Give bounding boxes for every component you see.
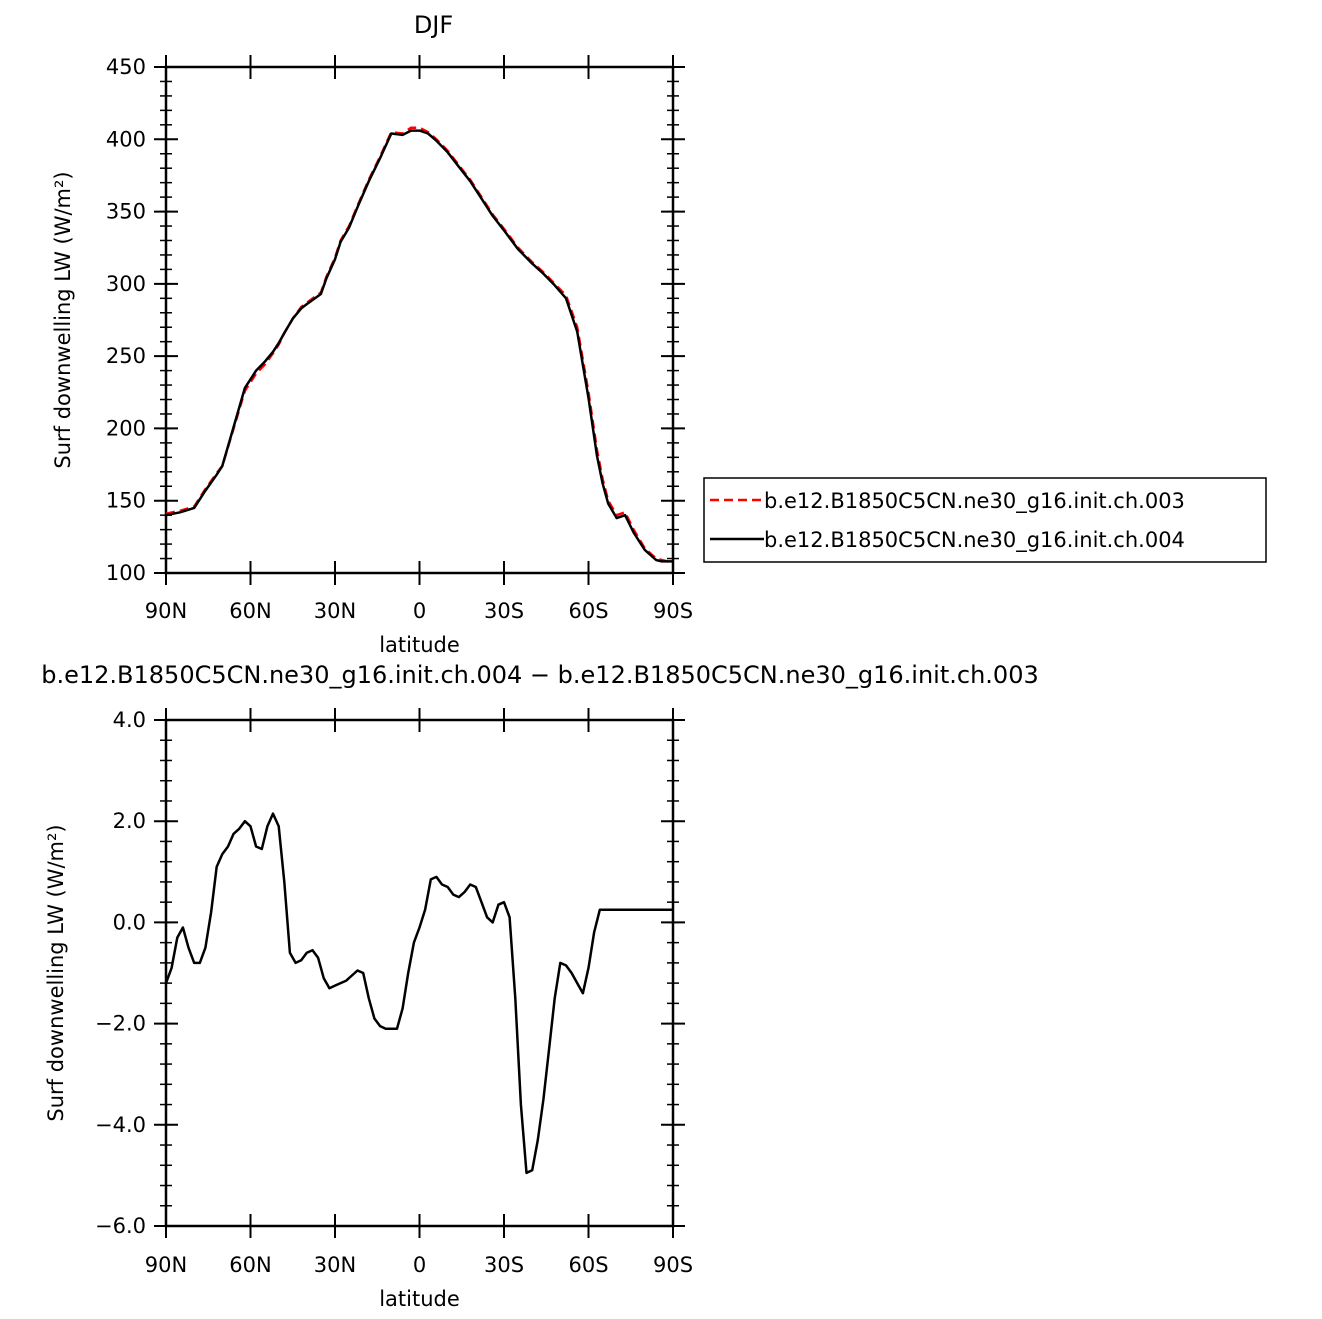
y-tick-label: 250 — [106, 344, 146, 368]
x-tick-label: 60N — [229, 1253, 271, 1277]
x-tick-label: 60S — [568, 1253, 608, 1277]
x-tick-label: 30S — [484, 599, 524, 623]
y-tick-label: 4.0 — [113, 708, 146, 732]
legend-box — [703, 477, 1267, 563]
y-tick-label: 0.0 — [113, 910, 146, 934]
x-tick-label: 60S — [568, 599, 608, 623]
x-tick-label: 90S — [653, 1253, 693, 1277]
x-tick-label: 30S — [484, 1253, 524, 1277]
y-tick-label: 450 — [106, 55, 146, 79]
top-chart: DJF 100 150 200 250 300 350 400 450 90N 60N 30N 0 30S… — [51, 11, 1267, 657]
y-tick-label: −2.0 — [95, 1012, 146, 1036]
y-tick-label: 350 — [106, 200, 146, 224]
series-line-1 — [164, 812, 673, 1175]
x-tick-label: 90S — [653, 599, 693, 623]
y-axis-label: Surf downwelling LW (W/m²) — [44, 824, 68, 1121]
legend-label-2: b.e12.B1850C5CN.ne30_g16.init.ch.004 — [764, 528, 1185, 553]
bottom-chart: b.e12.B1850C5CN.ne30_g16.init.ch.004 − b… — [41, 661, 1038, 1311]
y-tick-label: 400 — [106, 127, 146, 151]
y-axis-label: Surf downwelling LW (W/m²) — [51, 171, 75, 468]
plot-frame — [164, 65, 675, 575]
series-line-2 — [165, 129, 673, 563]
x-tick-label: 90N — [145, 599, 187, 623]
legend-label-1: b.e12.B1850C5CN.ne30_g16.init.ch.003 — [764, 489, 1185, 514]
x-tick-label: 30N — [314, 599, 356, 623]
x-tick-label: 90N — [145, 1253, 187, 1277]
y-tick-label: 100 — [106, 561, 146, 585]
y-tick-label: −6.0 — [95, 1214, 146, 1238]
chart-title: DJF — [414, 11, 453, 39]
x-tick-label: 30N — [314, 1253, 356, 1277]
x-tick-label: 0 — [413, 599, 426, 623]
y-tick-label: 2.0 — [113, 809, 146, 833]
y-tick-label: 300 — [106, 272, 146, 296]
chart-title: b.e12.B1850C5CN.ne30_g16.init.ch.004 − b… — [41, 661, 1038, 689]
x-axis-label: latitude — [379, 1287, 460, 1311]
x-tick-label: 0 — [413, 1253, 426, 1277]
plot-frame — [164, 718, 675, 1228]
y-tick-label: −4.0 — [95, 1113, 146, 1137]
x-tick-label: 60N — [229, 599, 271, 623]
y-tick-label: 200 — [106, 416, 146, 440]
x-axis-label: latitude — [379, 633, 460, 657]
y-tick-label: 150 — [106, 489, 146, 513]
series-line-1 — [165, 126, 673, 563]
